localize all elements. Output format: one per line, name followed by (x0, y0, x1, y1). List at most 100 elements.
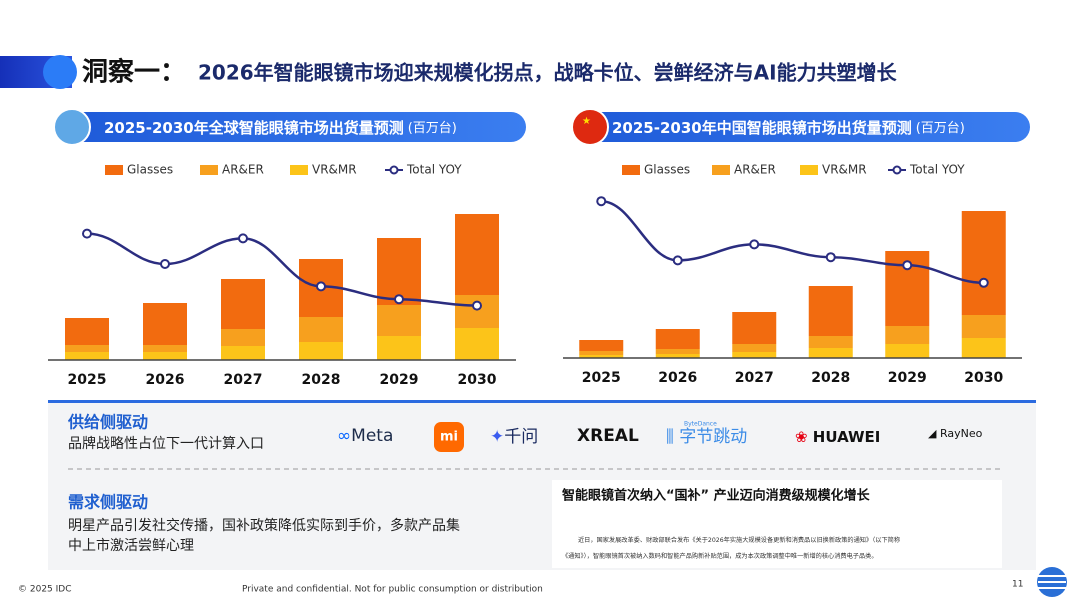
bar-segment (143, 352, 187, 360)
legend-swatch (200, 165, 218, 175)
x-tick-label: 2030 (458, 372, 497, 388)
bar-segment (732, 312, 777, 344)
legend-swatch (290, 165, 308, 175)
bar-segment (808, 336, 853, 348)
bar-segment (808, 348, 853, 358)
chart-title-pill (62, 112, 526, 142)
yoy-marker (749, 239, 760, 250)
bar-segment (143, 345, 187, 352)
legend-label: VR&MR (312, 163, 357, 177)
news-body: 《通知》），智能眼镜首次被纳入数码和智能产品购新补贴范围，成为本次政策调整中唯一… (562, 552, 878, 560)
notice: Private and confidential. Not for public… (242, 585, 543, 595)
bar-segment (579, 340, 624, 351)
x-tick-label: 2025 (68, 372, 107, 388)
legend-swatch (622, 165, 640, 175)
logo: XREAL (577, 426, 639, 446)
x-tick-label: 2030 (964, 370, 1003, 386)
legend-swatch (105, 165, 123, 175)
x-tick-label: 2026 (658, 370, 697, 386)
bar-segment (65, 345, 109, 352)
bar-segment (143, 303, 187, 345)
yoy-marker (825, 252, 836, 263)
x-tick-label: 2025 (582, 370, 621, 386)
legend-swatch (800, 165, 818, 175)
yoy-marker (978, 277, 989, 288)
header-title: 2026年智能眼镜市场迎来规模化拐点，战略卡位、尝鲜经济与AI能力共塑增长 (198, 61, 898, 85)
header-dot (43, 55, 77, 89)
chart-title: 2025-2030年中国智能眼镜市场出货量预测 (百万台) (612, 119, 965, 137)
chart-unit: (百万台) (408, 121, 457, 136)
copyright: © 2025 IDC (18, 585, 72, 595)
bar-segment (455, 295, 499, 328)
bar-segment (221, 279, 265, 329)
bar-segment (455, 214, 499, 295)
bar-segment (655, 354, 700, 358)
demand-text: 中上市激活尝鲜心理 (68, 537, 194, 554)
x-tick-label: 2027 (735, 370, 774, 386)
legend-marker (389, 165, 399, 175)
logo: mi (440, 430, 458, 445)
yoy-marker (394, 294, 404, 305)
legend-label: VR&MR (822, 163, 867, 177)
bar-segment (299, 317, 343, 342)
bar-segment (885, 344, 930, 358)
yoy-marker (316, 281, 326, 292)
china-flag (571, 108, 609, 146)
x-tick-label: 2026 (146, 372, 185, 388)
chart-title: 2025-2030年全球智能眼镜市场出货量预测 (百万台) (104, 119, 457, 137)
bar-segment (455, 328, 499, 360)
yoy-marker (82, 228, 92, 239)
bar-segment (655, 329, 700, 349)
logo: ❀ HUAWEI (795, 428, 880, 446)
bar-segment (961, 338, 1006, 358)
bar-segment (221, 329, 265, 346)
yoy-marker (672, 255, 683, 266)
logo: ◢ RayNeo (928, 427, 983, 440)
bar-segment (65, 352, 109, 360)
demand-title: 需求侧驱动 (68, 493, 148, 512)
bar-segment (65, 318, 109, 345)
yoy-marker (472, 300, 482, 311)
bar-segment (655, 349, 700, 354)
supply-text: 品牌战略性占位下一代计算入口 (68, 435, 264, 452)
header-label: 洞察一： (82, 58, 186, 88)
x-tick-label: 2028 (302, 372, 341, 388)
chart-title-text: 2025-2030年全球智能眼镜市场出货量预测 (104, 119, 404, 137)
page-number: 11 (1012, 580, 1023, 590)
bar-segment (961, 315, 1006, 338)
bar-segment (377, 238, 421, 305)
logo: ✦千问 (490, 427, 538, 447)
globe-icon (53, 108, 91, 146)
bar-segment (579, 355, 624, 358)
x-tick-label: 2029 (888, 370, 927, 386)
bar-segment (377, 305, 421, 336)
chart-title-text: 2025-2030年中国智能眼镜市场出货量预测 (612, 119, 912, 137)
xiaomi-logo (434, 422, 464, 452)
legend-label: Total YOY (406, 163, 462, 177)
yoy-line (601, 199, 984, 285)
x-tick-label: 2028 (811, 370, 850, 386)
logo: ByteDance (684, 421, 717, 428)
chart-unit: (百万台) (916, 121, 965, 136)
news-body: 近日，国家发展改革委、财政部联合发布《关于2026年实施大规模设备更新和消费品以… (578, 536, 900, 544)
demand-text: 明星产品引发社交传播，国补政策降低实际到手价，多款产品集 (68, 517, 460, 534)
x-tick-label: 2029 (380, 372, 419, 388)
yoy-marker (902, 260, 913, 271)
logo: ∞Meta (337, 426, 393, 446)
bar-segment (299, 342, 343, 360)
legend-label: Glasses (644, 163, 690, 177)
idc-logo-stripes (1038, 575, 1066, 589)
bar-segment (732, 352, 777, 358)
bar-segment (961, 211, 1006, 315)
yoy-marker (160, 259, 170, 269)
yoy-marker (238, 233, 248, 244)
legend-label: AR&ER (734, 163, 776, 177)
bar-segment (808, 286, 853, 336)
legend-swatch (712, 165, 730, 175)
bar-segment (221, 346, 265, 360)
bar-segment (885, 326, 930, 344)
bar-segment (377, 336, 421, 360)
yoy-marker (596, 196, 607, 207)
legend-marker (892, 165, 902, 175)
